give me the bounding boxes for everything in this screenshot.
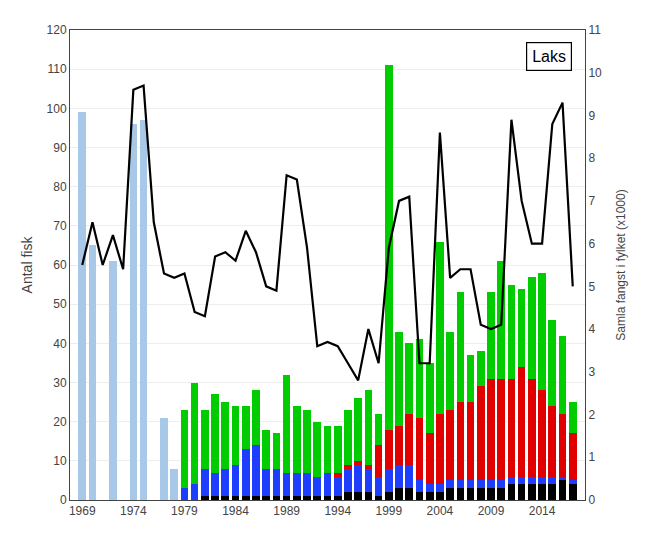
svg-text:10: 10 bbox=[588, 66, 602, 80]
svg-text:8: 8 bbox=[588, 151, 595, 165]
svg-text:Antal fisk: Antal fisk bbox=[19, 236, 35, 294]
svg-text:50: 50 bbox=[53, 297, 67, 311]
svg-text:Laks: Laks bbox=[532, 48, 566, 65]
svg-text:1: 1 bbox=[588, 450, 595, 464]
svg-text:6: 6 bbox=[588, 237, 595, 251]
svg-text:20: 20 bbox=[53, 415, 67, 429]
svg-text:11: 11 bbox=[588, 23, 601, 37]
svg-text:0: 0 bbox=[588, 493, 595, 507]
svg-text:1999: 1999 bbox=[375, 504, 402, 518]
svg-text:70: 70 bbox=[53, 219, 67, 233]
svg-text:5: 5 bbox=[588, 280, 595, 294]
svg-text:1979: 1979 bbox=[171, 504, 198, 518]
svg-text:4: 4 bbox=[588, 322, 595, 336]
svg-text:7: 7 bbox=[588, 194, 595, 208]
svg-text:1984: 1984 bbox=[222, 504, 249, 518]
svg-text:100: 100 bbox=[47, 102, 67, 116]
svg-text:30: 30 bbox=[53, 376, 67, 390]
svg-text:3: 3 bbox=[588, 365, 595, 379]
svg-text:9: 9 bbox=[588, 109, 595, 123]
svg-text:80: 80 bbox=[53, 180, 67, 194]
svg-text:1969: 1969 bbox=[69, 504, 96, 518]
svg-text:110: 110 bbox=[47, 62, 66, 76]
svg-text:1994: 1994 bbox=[324, 504, 351, 518]
svg-text:120: 120 bbox=[47, 23, 67, 37]
svg-text:90: 90 bbox=[53, 141, 67, 155]
svg-text:2014: 2014 bbox=[529, 504, 556, 518]
svg-text:1989: 1989 bbox=[273, 504, 300, 518]
svg-text:2004: 2004 bbox=[427, 504, 454, 518]
svg-text:0: 0 bbox=[60, 493, 67, 507]
svg-text:2009: 2009 bbox=[478, 504, 505, 518]
svg-text:Samla fangst i fylket (x1000): Samla fangst i fylket (x1000) bbox=[614, 189, 628, 340]
svg-text:2: 2 bbox=[588, 408, 595, 422]
svg-text:60: 60 bbox=[53, 258, 67, 272]
svg-text:40: 40 bbox=[53, 337, 67, 351]
svg-text:1974: 1974 bbox=[120, 504, 147, 518]
svg-text:10: 10 bbox=[53, 454, 67, 468]
